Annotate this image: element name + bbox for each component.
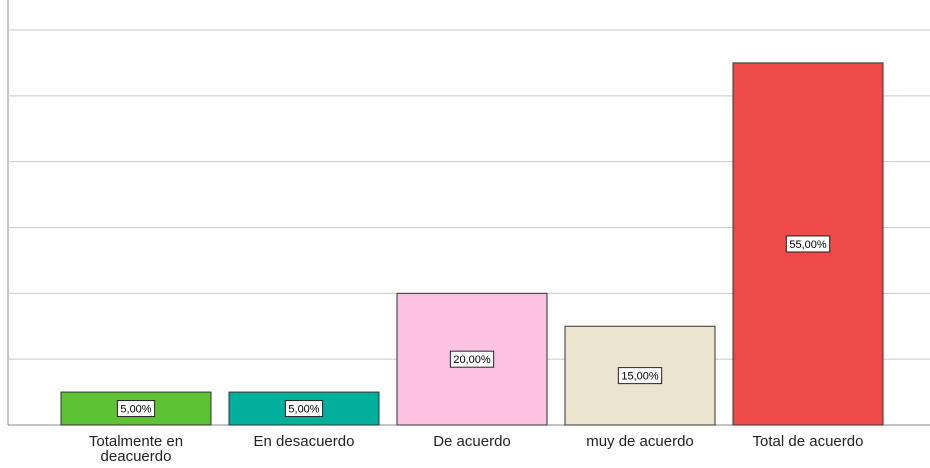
value-label: 55,00% xyxy=(789,239,827,251)
x-tick-label: muy de acuerdo xyxy=(586,433,694,450)
x-tick-label: De acuerdo xyxy=(433,433,511,450)
value-label-box xyxy=(284,400,324,418)
value-label-box xyxy=(116,400,156,418)
value-label-box xyxy=(617,367,663,385)
value-label: 20,00% xyxy=(453,354,491,366)
value-label-box xyxy=(785,235,831,253)
x-tick-label: En desacuerdo xyxy=(253,433,355,450)
x-tick-label: Totalmente en deacuerdo xyxy=(88,433,184,465)
value-label-box xyxy=(449,350,495,368)
x-tick-label: Total de acuerdo xyxy=(752,433,864,450)
value-label: 5,00% xyxy=(288,403,319,415)
value-label: 15,00% xyxy=(621,371,659,383)
value-label: 5,00% xyxy=(120,403,151,415)
